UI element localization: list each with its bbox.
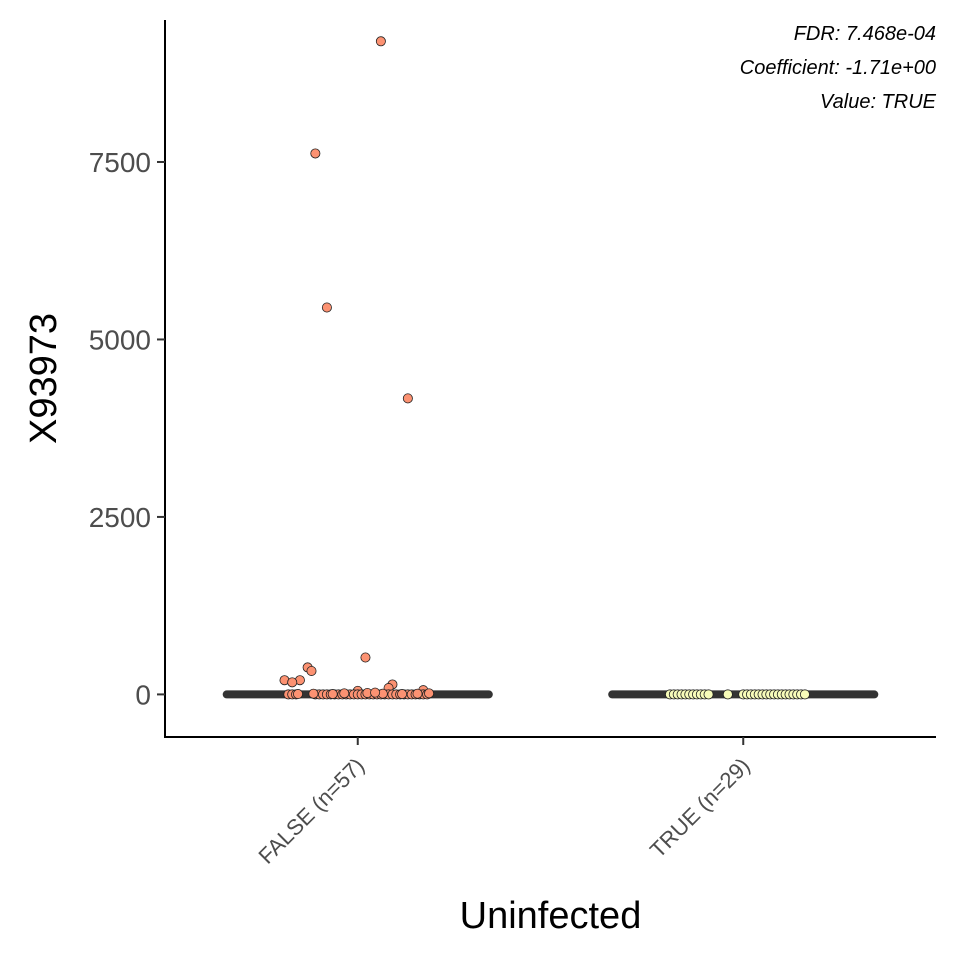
data-point [360, 652, 371, 663]
y-tick-label: 7500 [89, 147, 151, 178]
data-point [327, 689, 338, 700]
data-point [375, 36, 386, 47]
x-tick-label: TRUE (n=29) [645, 753, 755, 863]
y-tick-label: 0 [135, 679, 151, 710]
y-axis-ticks: 0 2500 5000 7500 [89, 147, 165, 710]
y-tick-label: 2500 [89, 502, 151, 533]
data-point [424, 688, 435, 699]
data-point [339, 688, 350, 699]
y-axis-title: X93973 [23, 313, 65, 444]
annotation-value: Value: TRUE [820, 91, 937, 113]
data-point [321, 302, 332, 313]
data-point [402, 393, 413, 404]
data-points [279, 36, 810, 700]
data-point [412, 688, 423, 699]
x-axis-ticks: FALSE (n=57) TRUE (n=29) [253, 737, 755, 869]
data-point [397, 689, 408, 700]
data-point [306, 665, 317, 676]
data-point [287, 677, 298, 688]
annotation-fdr: FDR: 7.468e-04 [794, 23, 936, 45]
x-tick-label: FALSE (n=57) [253, 753, 369, 869]
data-point [703, 689, 714, 700]
data-point [292, 689, 303, 700]
data-point [310, 148, 321, 159]
data-point [799, 689, 810, 700]
y-tick-label: 5000 [89, 324, 151, 355]
x-axis-title: Uninfected [460, 895, 642, 937]
data-point [308, 688, 319, 699]
data-point [370, 687, 381, 698]
annotation-coefficient: Coefficient: -1.71e+00 [740, 57, 936, 79]
data-point [722, 689, 733, 700]
